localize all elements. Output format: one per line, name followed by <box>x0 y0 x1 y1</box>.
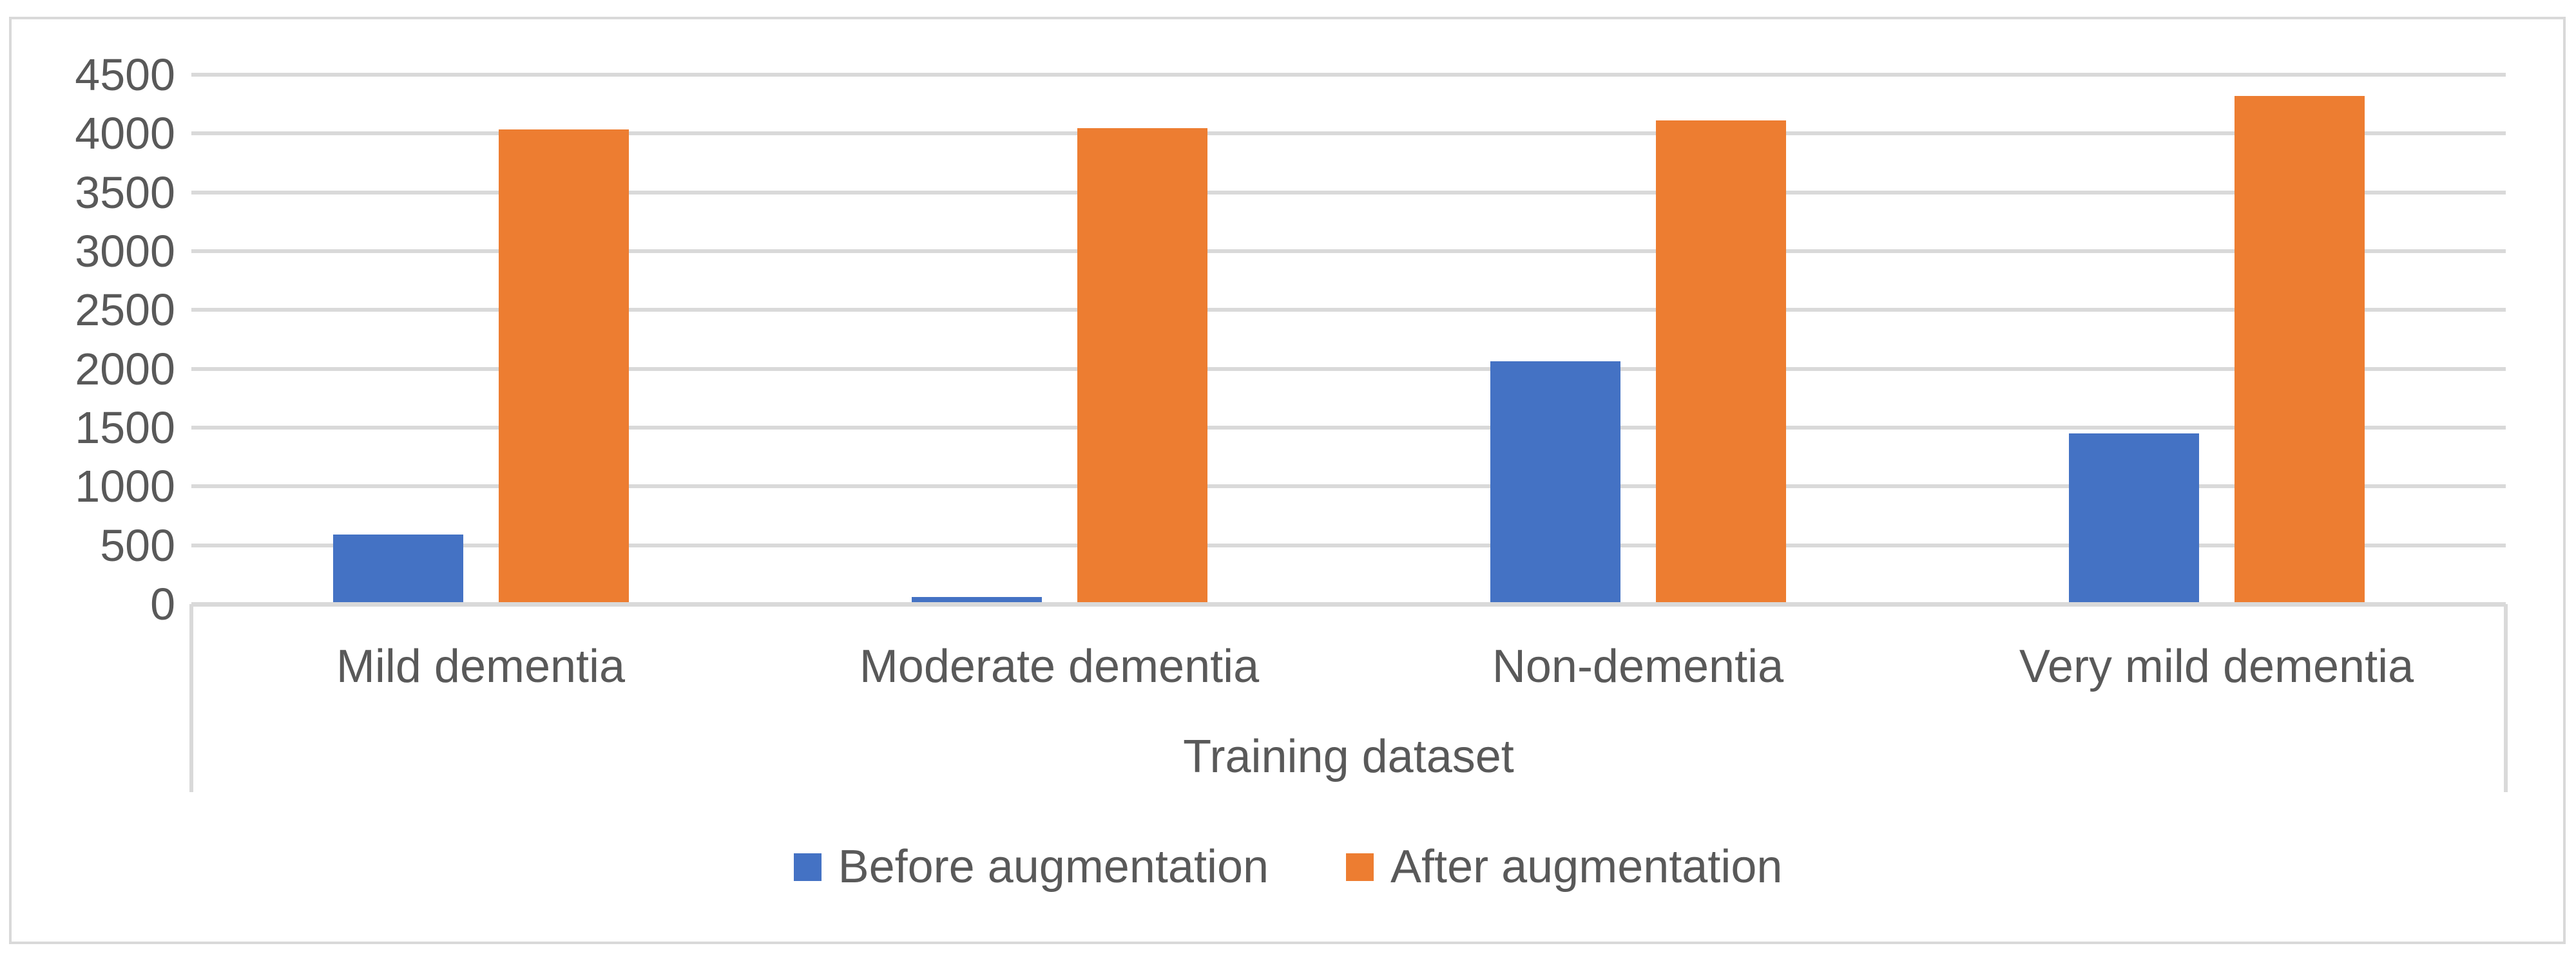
bar-after-1 <box>1077 128 1207 602</box>
category-label-1: Moderate dementia <box>859 641 1260 692</box>
gridline-2000 <box>191 366 2506 371</box>
bar-after-3 <box>2235 96 2365 602</box>
legend-item-before: Before augmentation <box>793 840 1269 893</box>
legend-label-after: After augmentation <box>1390 841 1783 893</box>
bar-after-2 <box>1656 120 1786 602</box>
bar-after-0 <box>499 129 629 602</box>
category-label-0: Mild dementia <box>336 641 626 692</box>
y-tick-label-1000: 1000 <box>75 461 175 512</box>
legend: Before augmentation After augmentation <box>0 841 2576 893</box>
bar-before-0 <box>333 535 463 602</box>
gridline-1000 <box>191 484 2506 489</box>
legend-marker-before <box>793 853 822 881</box>
category-label-2: Non-dementia <box>1492 641 1784 692</box>
gridline-3000 <box>191 249 2506 254</box>
gridline-3500 <box>191 190 2506 194</box>
bar-before-1 <box>912 597 1042 602</box>
axis-area-left-border <box>189 604 193 792</box>
chart-outer-border <box>9 17 2566 944</box>
legend-label-before: Before augmentation <box>838 841 1269 893</box>
x-axis-line <box>191 602 2506 607</box>
y-tick-label-0: 0 <box>150 579 175 629</box>
gridline-2500 <box>191 308 2506 312</box>
bar-before-2 <box>1490 361 1620 602</box>
x-axis-title: Training dataset <box>1183 731 1514 782</box>
legend-marker-after <box>1346 853 1374 881</box>
gridline-4000 <box>191 131 2506 136</box>
category-label-3: Very mild dementia <box>2019 641 2414 692</box>
gridline-1500 <box>191 426 2506 430</box>
bar-before-3 <box>2069 433 2199 602</box>
axis-area-right-border <box>2504 604 2508 792</box>
y-tick-label-2000: 2000 <box>75 343 175 394</box>
legend-item-after: After augmentation <box>1346 840 1782 893</box>
y-tick-label-4000: 4000 <box>75 108 175 159</box>
gridline-500 <box>191 543 2506 547</box>
y-tick-label-2500: 2500 <box>75 285 175 336</box>
gridline-4500 <box>191 73 2506 77</box>
y-tick-label-1500: 1500 <box>75 403 175 453</box>
y-tick-label-3500: 3500 <box>75 167 175 218</box>
y-tick-label-500: 500 <box>100 520 175 571</box>
y-tick-label-3000: 3000 <box>75 226 175 277</box>
y-tick-label-4500: 4500 <box>75 50 175 100</box>
